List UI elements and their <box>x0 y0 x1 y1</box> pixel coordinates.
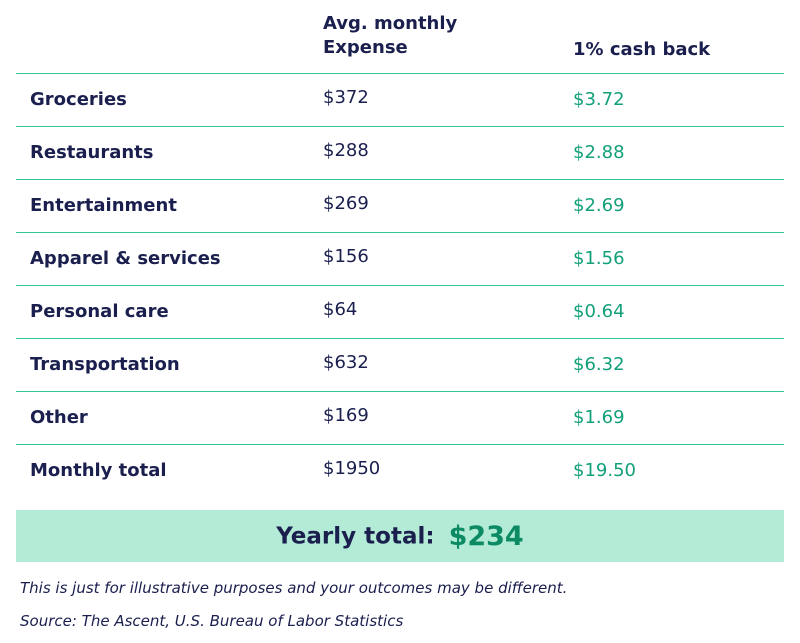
column-header-expense: Avg. monthly Expense <box>323 12 523 60</box>
table-row: Transportation $632 $6.32 <box>16 339 784 392</box>
category-cell: Groceries <box>30 89 127 110</box>
cashback-cell: $1.56 <box>573 248 625 269</box>
cashback-cell: $2.88 <box>573 142 625 163</box>
table-row: Apparel & services $156 $1.56 <box>16 233 784 286</box>
column-header-expense-line2: Expense <box>323 37 408 58</box>
source-note: Source: The Ascent, U.S. Bureau of Labor… <box>20 612 404 630</box>
cashback-cell: $1.69 <box>573 407 625 428</box>
expense-cell: $1950 <box>323 458 381 479</box>
expense-cell: $169 <box>323 405 369 426</box>
table-row: Other $169 $1.69 <box>16 392 784 445</box>
cashback-cell: $2.69 <box>573 195 625 216</box>
table-row: Personal care $64 $0.64 <box>16 286 784 339</box>
column-header-cashback: 1% cash back <box>573 39 711 60</box>
category-cell: Entertainment <box>30 195 177 216</box>
table-row: Groceries $372 $3.72 <box>16 74 784 127</box>
cashback-cell: $0.64 <box>573 301 625 322</box>
category-cell: Personal care <box>30 301 169 322</box>
expense-cell: $632 <box>323 352 369 373</box>
category-cell: Restaurants <box>30 142 154 163</box>
expense-cell: $269 <box>323 193 369 214</box>
cashback-table: Avg. monthly Expense 1% cash back Grocer… <box>16 0 784 497</box>
table-row: Restaurants $288 $2.88 <box>16 127 784 180</box>
category-cell: Monthly total <box>30 460 167 481</box>
yearly-total-value: $234 <box>448 520 524 552</box>
cashback-cell: $3.72 <box>573 89 625 110</box>
table-header-row: Avg. monthly Expense 1% cash back <box>16 0 784 74</box>
expense-cell: $372 <box>323 87 369 108</box>
table-row-monthly-total: Monthly total $1950 $19.50 <box>16 445 784 497</box>
yearly-total-label: Yearly total: <box>276 523 435 550</box>
expense-cell: $288 <box>323 140 369 161</box>
category-cell: Other <box>30 407 88 428</box>
category-cell: Transportation <box>30 354 180 375</box>
expense-cell: $64 <box>323 299 358 320</box>
table-row: Entertainment $269 $2.69 <box>16 180 784 233</box>
cashback-cell: $6.32 <box>573 354 625 375</box>
column-header-expense-line1: Avg. monthly <box>323 13 458 34</box>
category-cell: Apparel & services <box>30 248 221 269</box>
expense-cell: $156 <box>323 246 369 267</box>
disclaimer-note: This is just for illustrative purposes a… <box>20 579 568 597</box>
cashback-cell: $19.50 <box>573 460 636 481</box>
yearly-total-banner: Yearly total: $234 <box>16 510 784 562</box>
